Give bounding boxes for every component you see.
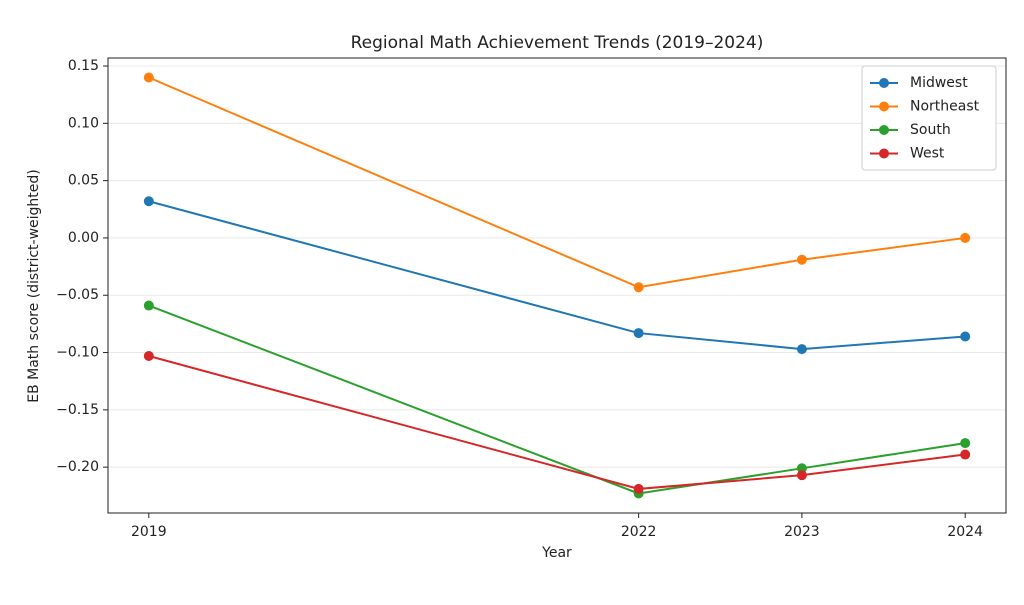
y-tick-label: 0.05 xyxy=(68,173,99,189)
data-point xyxy=(960,232,971,243)
x-tick-label: 2019 xyxy=(131,524,167,540)
y-axis-label: EB Math score (district-weighted) xyxy=(26,169,42,403)
x-tick-label: 2024 xyxy=(947,524,983,540)
data-point xyxy=(633,483,644,494)
legend-label: South xyxy=(910,122,951,138)
data-point xyxy=(960,449,971,460)
y-tick-label: −0.15 xyxy=(56,402,99,418)
data-point xyxy=(796,470,807,481)
legend-marker xyxy=(879,125,889,135)
y-tick-label: −0.05 xyxy=(56,287,99,303)
data-point xyxy=(796,463,807,474)
legend-label: Northeast xyxy=(910,99,980,115)
series-line xyxy=(148,200,966,351)
y-tick-label: 0.10 xyxy=(68,115,99,131)
plot-frame xyxy=(107,57,1007,514)
series-line xyxy=(148,304,966,495)
y-tick-label: −0.10 xyxy=(56,345,99,361)
data-point xyxy=(633,328,644,339)
chart-title: Regional Math Achievement Trends (2019–2… xyxy=(351,33,764,53)
data-point xyxy=(143,72,154,83)
y-tick-label: 0.15 xyxy=(68,58,99,74)
legend-label: West xyxy=(910,146,945,162)
x-tick-label: 2022 xyxy=(621,524,657,540)
x-axis-label: Year xyxy=(541,545,572,561)
legend-marker xyxy=(879,78,889,88)
legend-box xyxy=(861,65,997,171)
data-point xyxy=(143,350,154,361)
series-line xyxy=(148,76,966,289)
legend-label: Midwest xyxy=(910,75,968,91)
legend-marker xyxy=(879,101,889,112)
data-point xyxy=(796,254,807,265)
data-point xyxy=(143,300,154,311)
data-point xyxy=(143,196,154,207)
series-line xyxy=(148,355,966,490)
legend-marker xyxy=(879,148,889,159)
y-tick-label: 0.00 xyxy=(68,230,99,246)
y-tick-label: −0.20 xyxy=(56,459,99,475)
x-tick-label: 2023 xyxy=(784,524,820,540)
data-point xyxy=(633,282,644,293)
data-point xyxy=(796,344,807,355)
data-point xyxy=(960,438,971,449)
data-point xyxy=(960,331,971,342)
